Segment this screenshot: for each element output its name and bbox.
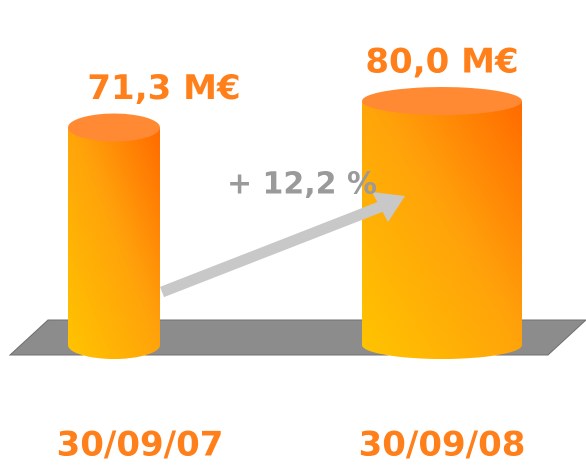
bars (68, 87, 522, 359)
annotation: + 12,2 % (227, 167, 377, 202)
value-label: 71,3 M€ (87, 68, 240, 108)
trend-arrow (160, 199, 387, 298)
trend-arrow-head (372, 192, 405, 222)
cylinder-top (68, 113, 160, 142)
cylinder-body (68, 127, 160, 359)
category-label: 30/09/08 (359, 425, 526, 465)
value-label: 80,0 M€ (365, 42, 518, 82)
cylinder-top (362, 87, 522, 115)
cylinder-body (362, 101, 522, 359)
category-label: 30/09/07 (57, 425, 224, 465)
